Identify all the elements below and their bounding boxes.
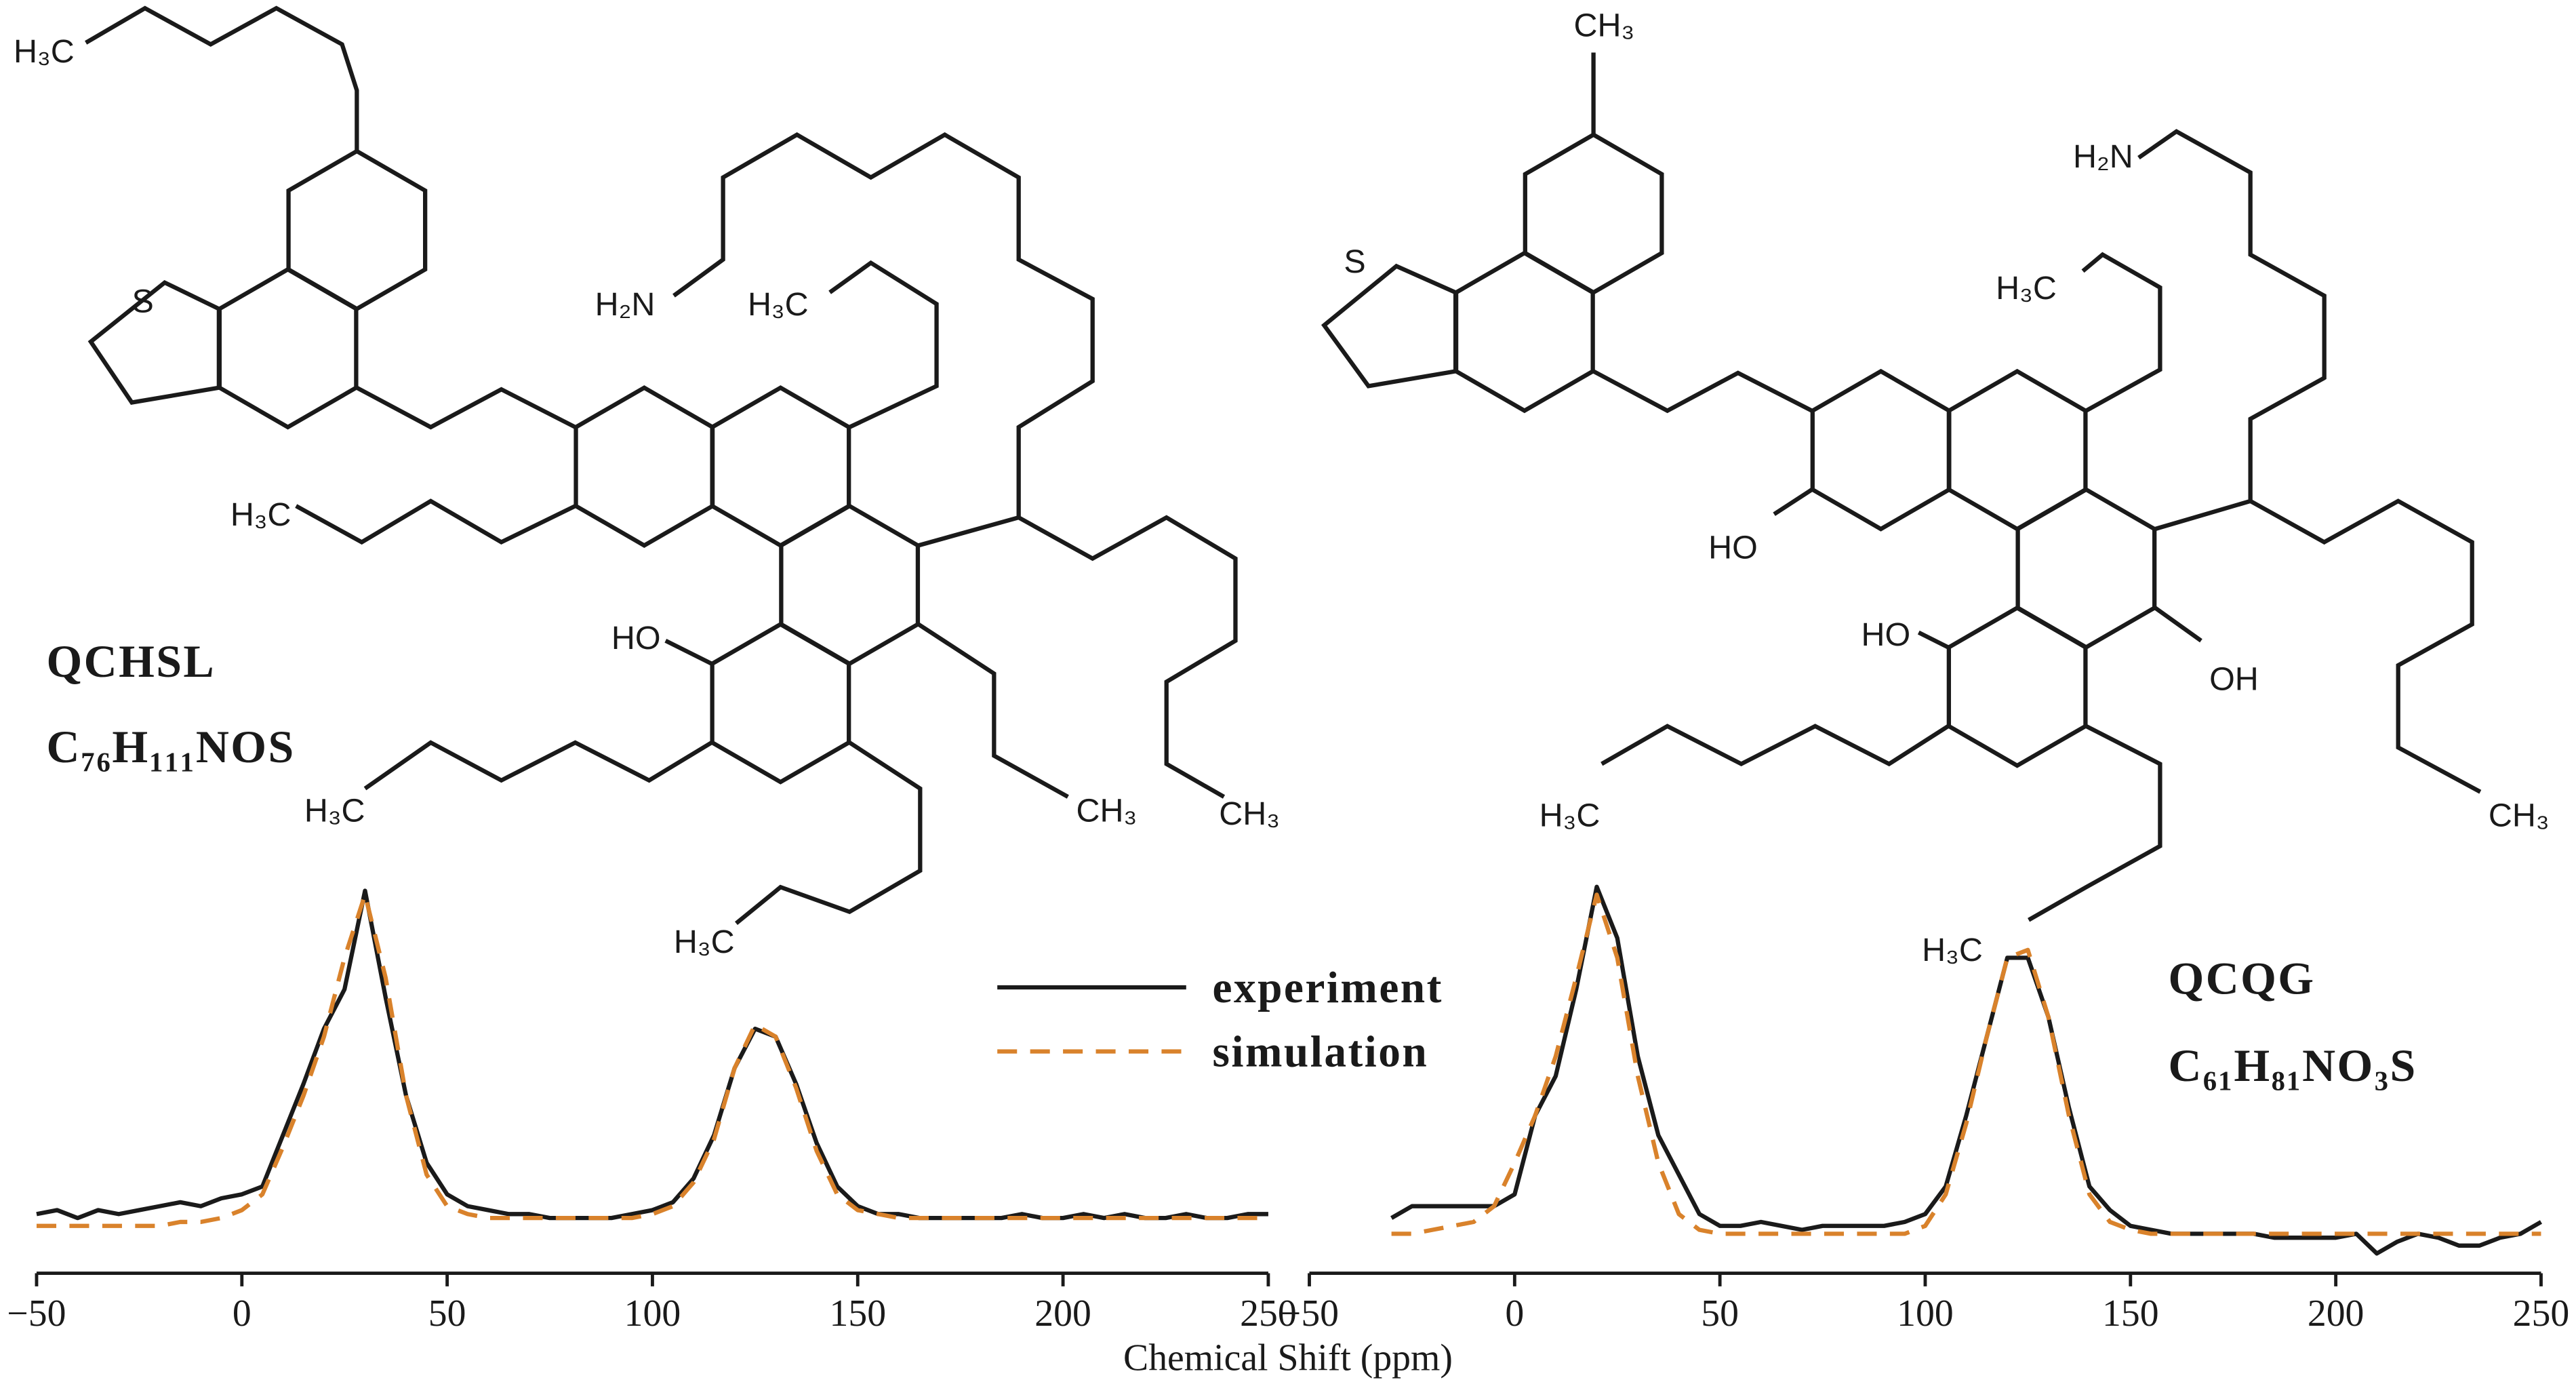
bond [1773,488,1813,516]
molecule-qchsl: H₃C S H₂N H₃C H₃C HO H₃C CH₃ CH₃ H₃C QCH… [14,5,1280,960]
x-tick-label: 200 [1034,1293,1091,1335]
bond [2249,498,2482,794]
atom-label: HO [1708,530,1758,566]
atom-label: H₃C [304,792,365,829]
bond [917,622,1069,799]
x-tick-label: 250 [2513,1293,2570,1335]
ring [1813,372,1950,530]
x-tick-label: 200 [2308,1293,2364,1335]
atom-label: CH₃ [2489,797,2550,834]
bond [918,515,1238,799]
atom-label: H₃C [1996,270,2057,307]
atom-label: CH₃ [1574,7,1635,43]
series-line [1391,892,2541,1236]
atom-label: HO [611,620,661,656]
x-tick-label: 150 [829,1293,886,1335]
bond [2137,129,2327,532]
atom-label: OH [2209,661,2259,698]
atom-label: H₃C [1922,932,1983,968]
x-tick-label: 50 [428,1293,466,1335]
molecule-formula: C₇₆H₁₁₁NOS [47,722,296,772]
bond [2028,724,2162,922]
atom-label: H₃C [748,286,809,323]
atom-label: CH₃ [1219,795,1280,832]
x-tick-label: 100 [624,1293,681,1335]
atom-label: S [132,283,153,319]
atom-label: H₃C [674,924,735,960]
x-tick-label: 150 [2102,1293,2159,1335]
atom-label: H₂N [595,286,656,323]
ring [712,388,849,546]
x-tick-label: 50 [1701,1293,1739,1335]
thiophene [87,279,222,405]
ring [781,506,918,664]
bond [1917,630,1950,650]
molecule-name: QCHSL [47,636,216,687]
atom-label: S [1344,243,1365,280]
x-tick-label: −50 [1280,1293,1339,1335]
atom-label: CH₃ [1076,792,1137,829]
ring [1525,135,1662,293]
x-tick-label: 0 [1505,1293,1524,1335]
bond [295,498,576,545]
ring [220,269,357,427]
bond [735,741,923,925]
bond [85,5,359,151]
bond [2081,252,2162,413]
ring [576,388,713,546]
bond [1592,369,1813,414]
ring [712,625,849,783]
ring [1949,372,2086,530]
bond [2154,606,2202,643]
bond [1601,724,1950,767]
x-tick-label: −50 [7,1293,66,1335]
molecule-name: QCQG [2169,953,2316,1004]
x-tick-label: 0 [233,1293,251,1335]
bond [363,740,713,791]
molecule-formula: C₆₁H₈₁NO₃S [2169,1040,2417,1091]
series-line [36,892,1268,1228]
bond [828,260,939,429]
thiophene [1321,263,1458,389]
molecule-qcqg: CH₃ S H₂N H₃C HO HO OH H₃C CH₃ H₃C QCQG … [1321,7,2550,1091]
ring [2018,490,2155,648]
ring [289,151,426,309]
atom-label: H₂N [2073,138,2133,175]
series-line [36,888,1268,1221]
atom-label: H₃C [14,33,75,70]
legend-label: experiment [1213,964,1443,1012]
bond [664,639,713,666]
atom-label: H₃C [1539,797,1601,834]
bond [672,132,1095,518]
legend-label: simulation [1213,1027,1429,1076]
atom-label: HO [1861,616,1910,653]
atom-label: H₃C [230,496,291,533]
ring [1949,608,2086,766]
x-tick-label: 250 [1240,1293,1297,1335]
x-tick-label: 100 [1897,1293,1954,1335]
bond [355,385,577,430]
x-axis-title: Chemical Shift (ppm) [1123,1337,1453,1379]
ring [1456,253,1593,411]
